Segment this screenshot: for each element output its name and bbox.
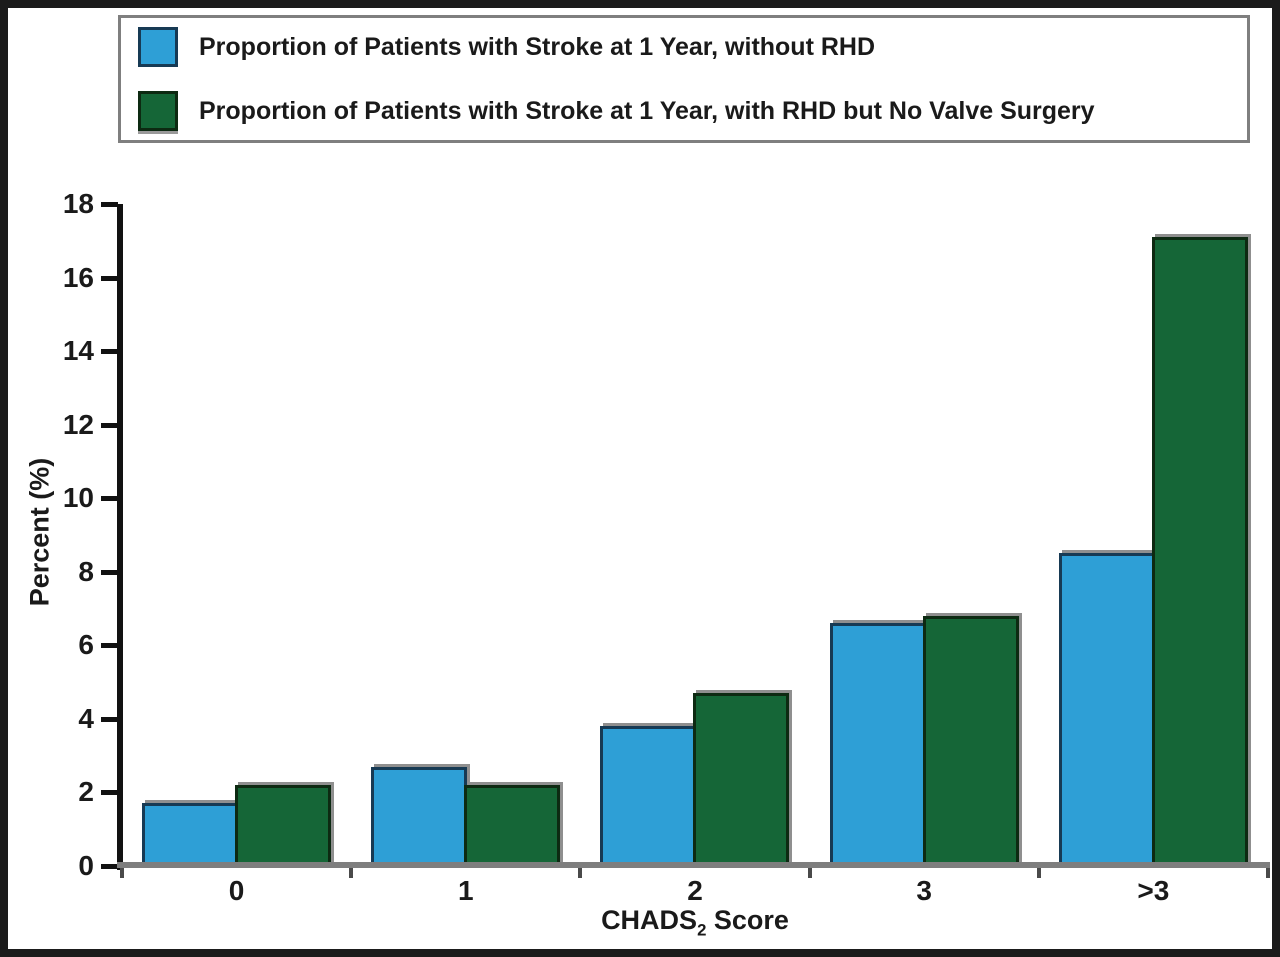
y-tick-mark <box>101 496 118 502</box>
x-tick-mark <box>1266 868 1270 878</box>
y-tick-label: 8 <box>78 555 94 587</box>
legend-label: Proportion of Patients with Stroke at 1 … <box>199 32 876 61</box>
bar <box>829 623 926 866</box>
y-tick-mark <box>101 202 118 207</box>
x-tick-mark <box>1036 868 1041 878</box>
y-tick-label: 18 <box>62 188 94 219</box>
plot-area <box>122 204 1268 866</box>
y-tick-label: 12 <box>62 408 94 440</box>
y-tick-mark <box>101 716 118 722</box>
x-tick-label: >3 <box>1137 875 1170 906</box>
y-tick-label: 0 <box>78 850 94 881</box>
x-tick-label: 0 <box>228 875 245 906</box>
y-tick-label: 10 <box>62 482 94 514</box>
y-tick-mark <box>101 275 118 281</box>
bar-group <box>351 204 580 866</box>
y-tick-mark <box>101 864 118 869</box>
x-axis-title-subscript: 2 <box>697 920 707 940</box>
x-tick-label: 3 <box>916 875 932 906</box>
x-tick-mark <box>807 868 812 878</box>
bar-group <box>122 204 351 866</box>
y-tick-mark <box>101 790 118 796</box>
x-axis-title: CHADS2 Score <box>122 905 1268 940</box>
legend-item: Proportion of Patients with Stroke at 1 … <box>138 27 1247 67</box>
y-tick-label: 6 <box>78 629 94 661</box>
y-tick-label: 14 <box>62 335 94 367</box>
bar <box>693 693 790 866</box>
bar <box>600 726 697 866</box>
bar <box>464 785 561 866</box>
y-tick-mark <box>101 569 118 575</box>
x-tick-mark <box>578 868 583 878</box>
legend: Proportion of Patients with Stroke at 1 … <box>118 15 1250 143</box>
bar-group <box>580 204 809 866</box>
x-tick-mark <box>349 868 354 878</box>
y-tick-mark <box>101 643 118 649</box>
y-tick-mark <box>101 349 118 355</box>
x-axis-title-text: CHADS <box>601 905 698 935</box>
legend-swatch-with-rhd <box>138 91 178 131</box>
y-tick-label: 2 <box>78 776 94 808</box>
x-tick-label: 1 <box>457 875 474 906</box>
y-tick-label: 16 <box>62 261 94 293</box>
legend-swatch-without-rhd <box>138 27 178 67</box>
x-axis-title-suffix: Score <box>706 905 789 935</box>
bar <box>142 803 239 866</box>
x-tick-mark <box>120 868 124 878</box>
bar <box>235 785 332 866</box>
bar-group <box>1039 204 1268 866</box>
x-tick-label: 2 <box>687 875 703 906</box>
y-tick-mark <box>101 422 118 428</box>
bar <box>1151 237 1248 866</box>
bar <box>371 766 468 866</box>
y-tick-label: 4 <box>78 702 94 734</box>
y-axis-line <box>117 204 123 870</box>
bar-group <box>810 204 1039 866</box>
bar <box>1058 553 1155 866</box>
bar <box>922 615 1019 866</box>
x-axis-line <box>117 862 1270 868</box>
legend-label: Proportion of Patients with Stroke at 1 … <box>199 96 1095 125</box>
legend-item: Proportion of Patients with Stroke at 1 … <box>138 91 1247 131</box>
